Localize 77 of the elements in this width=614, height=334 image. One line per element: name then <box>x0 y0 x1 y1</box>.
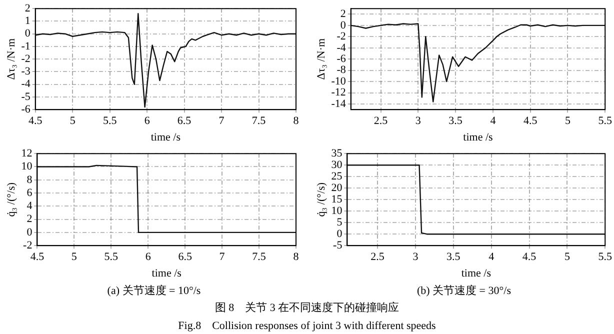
x-tick-label: 3 <box>412 251 419 264</box>
y-tick-label: 0 <box>26 226 33 238</box>
y-tick-label: 30 <box>331 158 343 171</box>
x-axis-title: time /s <box>150 131 180 144</box>
x-tick-label: 5 <box>564 251 570 264</box>
y-tick-label: -6 <box>336 52 346 65</box>
x-tick-label: 2.5 <box>374 115 388 128</box>
y-tick-label: -1 <box>21 40 30 52</box>
y-tick-label: 2 <box>340 8 346 20</box>
x-tick-label: 3.5 <box>446 251 461 264</box>
y-tick-label: -8 <box>336 64 346 76</box>
x-tick-label: 4.5 <box>28 115 43 128</box>
y-tick-label: -4 <box>336 42 346 54</box>
y-tick-label: -12 <box>331 86 346 99</box>
x-axis-title: time /s <box>152 267 182 280</box>
y-tick-label: -3 <box>21 66 31 78</box>
text: (b) 关节速度 = 30°/s <box>416 284 512 298</box>
x-tick-label: 5.5 <box>102 115 118 128</box>
y-tick-label: -2 <box>23 239 32 252</box>
y-tick-label: 1 <box>24 15 30 28</box>
y-tick-label: 4 <box>26 200 33 212</box>
y-axis-title: q̇₃ /(°/s) <box>315 182 328 217</box>
y-tick-label: 15 <box>331 193 343 206</box>
x-axis-title: time /s <box>461 267 491 280</box>
y-tick-label: 5 <box>336 216 343 228</box>
x-tick-label: 7.5 <box>252 115 266 128</box>
x-tick-label: 3.5 <box>448 115 463 128</box>
y-tick-label: -14 <box>331 98 346 110</box>
y-tick-label: -2 <box>21 52 30 65</box>
x-tick-label: 8 <box>293 115 300 128</box>
x-tick-label: 6 <box>145 251 152 264</box>
y-tick-label: 10 <box>21 160 33 173</box>
y-tick-label: 2 <box>26 213 32 226</box>
x-tick-label: 4.5 <box>523 115 538 128</box>
x-tick-label: 6.5 <box>177 115 192 128</box>
y-tick-label: 25 <box>331 170 343 182</box>
y-tick-label: 0 <box>336 228 343 240</box>
x-tick-label: 5.5 <box>104 251 119 264</box>
text: (a) 关节速度 = 10°/s <box>106 284 202 298</box>
y-tick-label: 35 <box>331 147 343 160</box>
y-tick-label: 2 <box>24 2 30 14</box>
y-tick-label: -5 <box>333 239 343 252</box>
text: Fig.8 Collision responses of joint 3 with different speeds <box>177 319 437 333</box>
x-axis-title: time /s <box>463 131 493 144</box>
y-tick-label: -4 <box>21 78 31 90</box>
x-tick-label: 3 <box>415 115 422 128</box>
y-tick-label: 10 <box>331 204 343 217</box>
x-tick-label: 7 <box>219 251 226 264</box>
y-tick-label: 0 <box>340 19 346 32</box>
x-tick-label: 7 <box>218 115 225 128</box>
y-tick-label: -10 <box>331 75 346 88</box>
x-tick-label: 5.5 <box>598 115 612 128</box>
x-tick-label: 7.5 <box>252 251 266 264</box>
x-tick-label: 2.5 <box>370 251 385 264</box>
x-tick-label: 5 <box>71 251 78 264</box>
y-tick-label: 8 <box>26 174 33 186</box>
x-tick-label: 6.5 <box>178 251 192 264</box>
y-tick-label: -2 <box>336 30 346 43</box>
x-tick-label: 4.5 <box>522 251 537 264</box>
x-tick-label: 8 <box>293 251 300 264</box>
x-tick-label: 6 <box>144 115 150 128</box>
y-tick-label: 6 <box>26 186 33 199</box>
y-axis-title: Δτ₃ /N·m <box>5 38 18 80</box>
x-tick-label: 4 <box>488 251 495 264</box>
x-tick-label: 5 <box>564 115 571 128</box>
x-tick-label: 5 <box>70 115 76 128</box>
y-axis-title: Δτ₃ /N·m <box>315 38 328 80</box>
y-tick-label: -6 <box>21 103 31 116</box>
x-tick-label: 4.5 <box>30 251 45 264</box>
y-tick-label: -5 <box>21 90 31 103</box>
x-tick-label: 4 <box>490 115 496 128</box>
y-tick-label: 0 <box>24 28 31 40</box>
y-axis-title: q̇₃ /(°/s) <box>5 182 18 217</box>
text: 图 8 关节 3 在不同速度下的碰撞响应 <box>214 300 400 315</box>
y-tick-label: 12 <box>21 147 32 160</box>
x-tick-label: 5.5 <box>598 251 612 264</box>
y-tick-label: 20 <box>331 182 343 194</box>
